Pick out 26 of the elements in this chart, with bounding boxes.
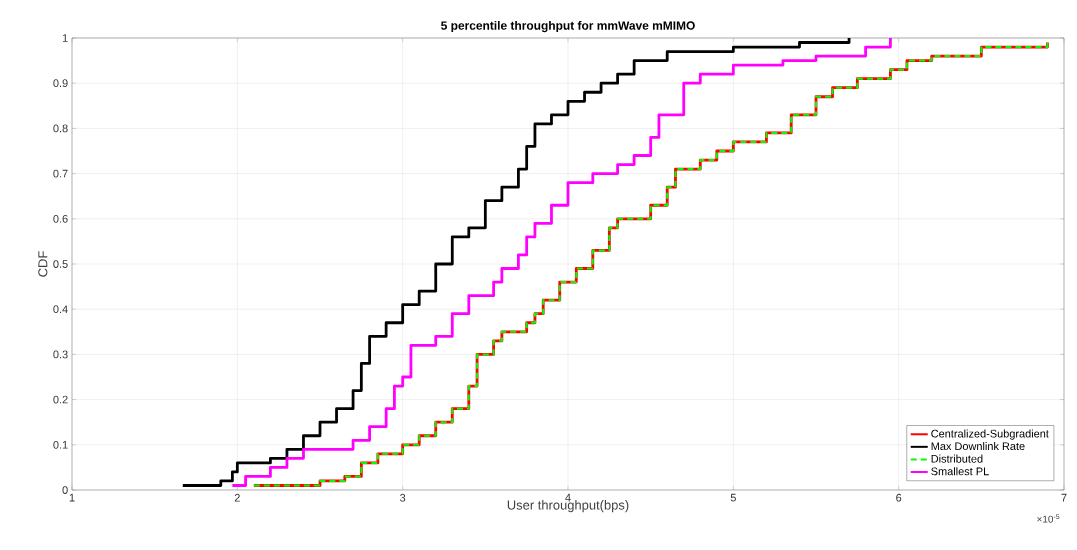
- y-tick-label: 0: [62, 486, 68, 494]
- x-tick-label: 3: [400, 493, 406, 502]
- x-tick-label: 4: [565, 493, 571, 502]
- y-tick-label: 0.3: [53, 350, 68, 359]
- y-tick-label: 0.1: [53, 440, 68, 449]
- x-tick-label: 1: [69, 493, 75, 502]
- legend-label: Smallest PL: [931, 467, 989, 476]
- y-tick-label: 0.6: [53, 214, 68, 223]
- x-axis-title: User throughput(bps): [507, 500, 629, 513]
- y-tick-label: 0.4: [53, 305, 68, 314]
- y-tick-label: 0.7: [53, 169, 68, 178]
- y-axis-title: CDF: [38, 251, 48, 277]
- y-tick-label: 1: [62, 34, 68, 42]
- x-tick-label: 7: [1061, 493, 1067, 502]
- y-tick-label: 0.8: [53, 124, 68, 133]
- legend-label: Max Downlink Rate: [931, 442, 1025, 451]
- x-tick-label: 6: [896, 493, 902, 502]
- legend-label: Centralized-Subgradient: [931, 429, 1049, 440]
- x-tick-label: 2: [234, 493, 240, 502]
- legend-label: Distributed: [931, 454, 983, 463]
- y-tick-label: 0.9: [53, 79, 68, 88]
- y-tick-label: 0.2: [53, 395, 68, 404]
- y-tick-label: 0.5: [53, 260, 68, 268]
- text: ×10$^{-5}$: [1037, 514, 1060, 523]
- x-tick-label: 5: [730, 493, 736, 502]
- chart-title: 5 percentile throughput for mmWave mMIMO: [441, 20, 695, 33]
